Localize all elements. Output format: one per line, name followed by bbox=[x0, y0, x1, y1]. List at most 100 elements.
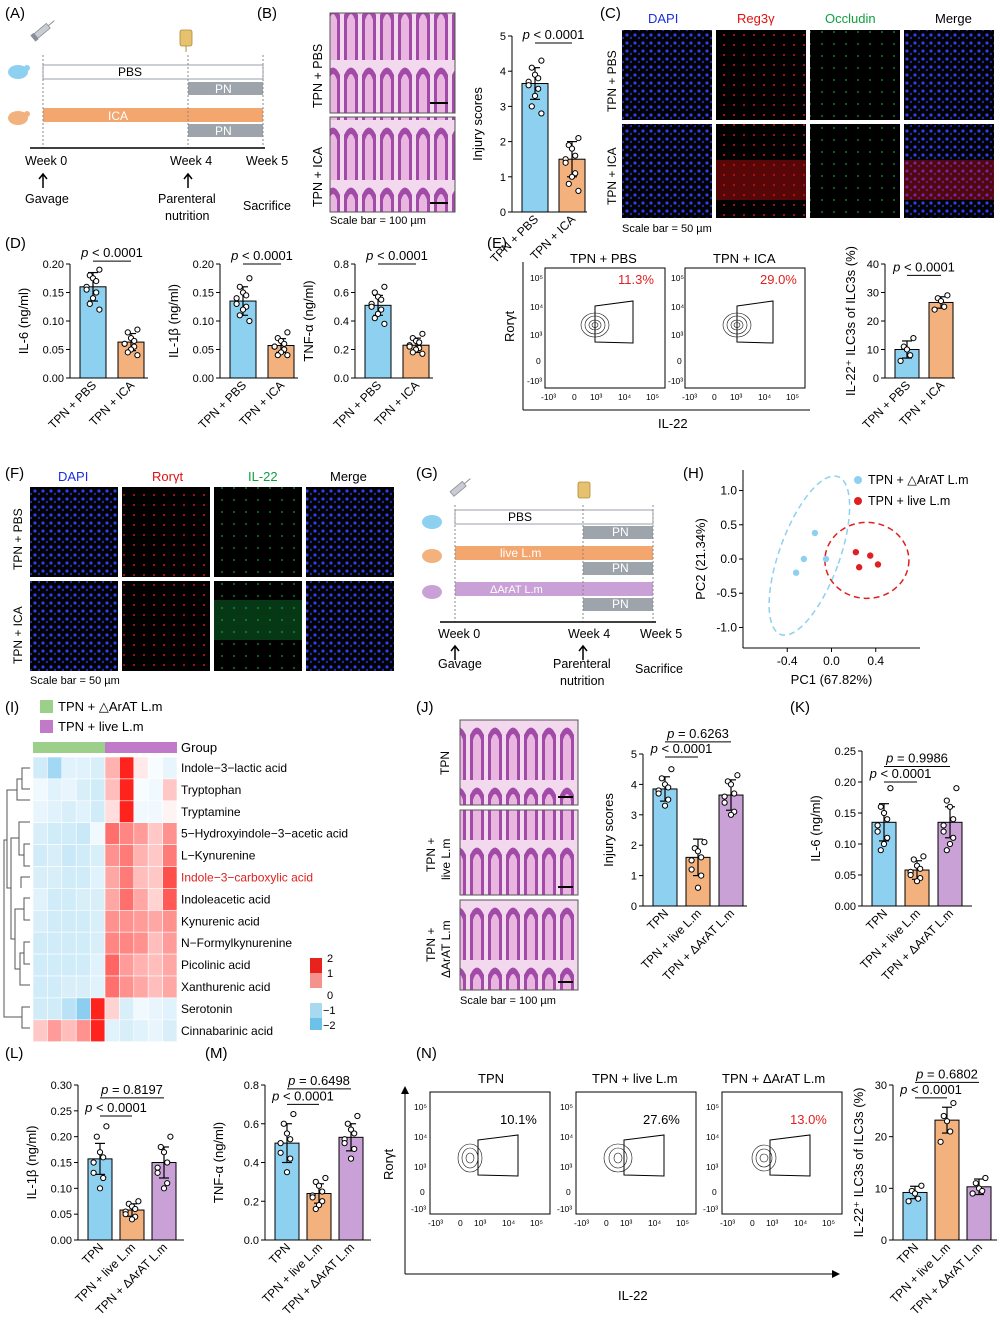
data-point bbox=[562, 159, 569, 166]
flow-title: TPN + ΔArAT L.m bbox=[722, 1071, 825, 1086]
p-value-label: p = 0.9986 bbox=[885, 751, 948, 766]
heatmap-cell bbox=[162, 800, 178, 823]
heatmap-cell bbox=[133, 931, 149, 955]
heatmap-cell bbox=[147, 1019, 163, 1042]
bar-ararat-label: ΔArAT L.m bbox=[490, 584, 543, 596]
heatmap-row-label: Xanthurenic acid bbox=[181, 980, 270, 994]
tick-label: 10⁴ bbox=[671, 302, 684, 312]
data-point bbox=[96, 1185, 104, 1192]
gate-percentage: 29.0% bbox=[760, 272, 797, 287]
heatmap-cell bbox=[104, 866, 120, 889]
mouse-icon-pbs bbox=[422, 515, 442, 529]
tick-label: 0.15 bbox=[193, 288, 214, 300]
tick-label: 0.4 bbox=[334, 316, 349, 328]
tick-label: 0.10 bbox=[835, 839, 856, 851]
scale-tick: 0 bbox=[327, 990, 333, 1002]
heatmap-row-label: Indoleacetic acid bbox=[181, 892, 270, 906]
tick-label: 0 bbox=[750, 1218, 755, 1228]
panel-letter-b: (B) bbox=[257, 5, 277, 22]
tick-label: -10³ bbox=[720, 1218, 735, 1228]
tick-label: 10⁵ bbox=[671, 273, 684, 283]
tick-label: 10⁴ bbox=[530, 302, 543, 312]
panel-n-flow: TPN TPN + live L.m TPN + ΔArAT L.m 10.1%… bbox=[381, 1071, 843, 1303]
legend-label: TPN + △ArAT L.m bbox=[868, 473, 969, 487]
tick-label: 10⁵ bbox=[786, 392, 799, 402]
data-point bbox=[972, 1180, 979, 1187]
histology-image bbox=[459, 899, 579, 991]
panel-c-immunofluorescence: DAPI Reg3γ Occludin Merge TPN + PBS TPN … bbox=[605, 11, 994, 235]
heatmap-cell bbox=[90, 822, 106, 845]
heatmap-cell bbox=[61, 931, 77, 955]
color-scale: 2 1 0 −1 −2 bbox=[310, 953, 336, 1032]
tick-label: 10³ bbox=[414, 1162, 426, 1172]
bar bbox=[966, 1186, 992, 1241]
heatmap-cell bbox=[75, 778, 91, 802]
heatmap-cell bbox=[90, 909, 106, 933]
heatmap-row-label: N−Formylkynurenine bbox=[181, 936, 292, 950]
data-point bbox=[884, 816, 891, 823]
panel-a-timeline: PBS PN ICA PN Week 0 Week 4 Week 5 Gavag… bbox=[8, 20, 291, 223]
tick-label: 5 bbox=[631, 749, 637, 761]
data-point bbox=[920, 853, 927, 860]
data-point bbox=[381, 320, 388, 327]
group-bar bbox=[33, 742, 105, 753]
heatmap-cell bbox=[47, 778, 63, 802]
row-label: TPN + ICA bbox=[311, 146, 325, 207]
tick-label: 10⁵ bbox=[646, 392, 659, 402]
tick-label: 0.05 bbox=[193, 345, 214, 357]
tick-label: 10⁵ bbox=[706, 1102, 719, 1112]
heatmap-cell bbox=[47, 844, 63, 867]
tick-label: 0.25 bbox=[835, 746, 856, 758]
p-value-label: p < 0.0001 bbox=[869, 766, 932, 781]
heatmap-cell bbox=[104, 975, 120, 999]
tick-label: 0.6 bbox=[244, 1119, 259, 1131]
timepoint-label: Week 0 bbox=[438, 627, 480, 641]
category-label: TPN bbox=[863, 906, 890, 933]
row-label: TPN + ICA bbox=[605, 147, 619, 205]
heatmap-cell bbox=[32, 756, 48, 780]
p-value-label: p < 0.0001 bbox=[84, 1100, 147, 1115]
heatmap-cell bbox=[61, 975, 77, 999]
heatmap-cell bbox=[133, 822, 149, 845]
scale-bar-label: Scale bar = 100 µm bbox=[460, 995, 556, 1007]
data-point bbox=[406, 343, 413, 350]
heatmap-cell bbox=[75, 1019, 91, 1042]
data-point bbox=[96, 306, 103, 313]
tick-label: 0 bbox=[566, 1187, 571, 1197]
data-point bbox=[531, 92, 539, 99]
data-point bbox=[915, 1195, 922, 1202]
heatmap-cell bbox=[119, 778, 135, 802]
data-point bbox=[347, 1126, 355, 1133]
if-image bbox=[716, 30, 806, 120]
data-point bbox=[131, 337, 138, 345]
data-point bbox=[319, 1198, 326, 1205]
heatmap-cell bbox=[147, 800, 163, 823]
data-point bbox=[154, 1164, 161, 1171]
heatmap-cell bbox=[32, 778, 48, 802]
heatmap-cell bbox=[119, 975, 135, 999]
heatmap-cell bbox=[104, 953, 120, 977]
data-point bbox=[312, 1205, 319, 1213]
panel-letter-c: (C) bbox=[600, 5, 621, 22]
data-point bbox=[134, 352, 141, 359]
data-point bbox=[378, 306, 385, 313]
tick-label: 10⁴ bbox=[794, 1218, 807, 1228]
data-point bbox=[535, 75, 542, 82]
heatmap-cell bbox=[47, 931, 63, 955]
data-point bbox=[287, 1155, 294, 1162]
heatmap-cell bbox=[75, 997, 91, 1021]
tick-label: 10 bbox=[875, 1183, 887, 1195]
data-point bbox=[917, 865, 924, 872]
y-axis-label: IL-1β (ng/ml) bbox=[166, 284, 181, 358]
heatmap-cell bbox=[32, 800, 48, 823]
data-point bbox=[157, 1143, 164, 1151]
if-image bbox=[904, 124, 994, 218]
heatmap-cell bbox=[147, 822, 163, 845]
heatmap-cell bbox=[133, 778, 149, 802]
tick-label: 1 bbox=[631, 871, 637, 883]
heatmap-cell bbox=[119, 822, 135, 845]
data-point bbox=[727, 781, 735, 788]
timepoint-label: Week 4 bbox=[170, 154, 212, 168]
data-point bbox=[668, 766, 675, 773]
